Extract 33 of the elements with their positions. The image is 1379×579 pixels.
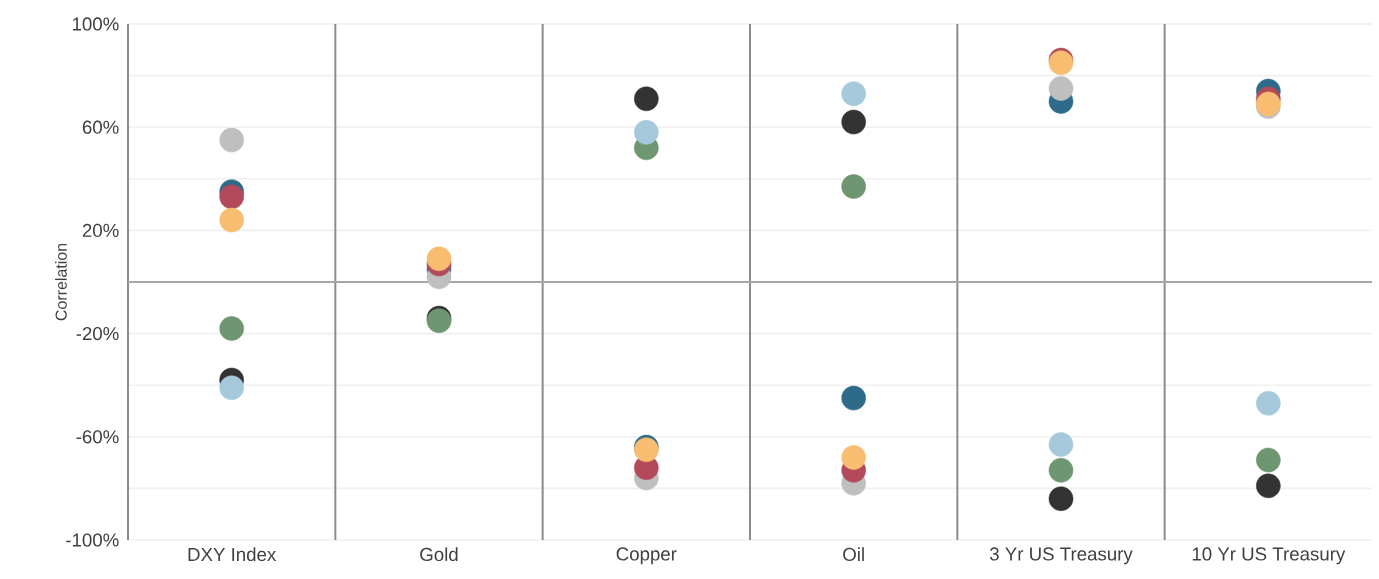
x-tick-label: DXY Index: [188, 547, 277, 562]
x-tick-label: 10 Yr US Treasury: [1192, 547, 1346, 565]
point: [841, 445, 866, 470]
point: [1048, 486, 1074, 511]
y-tick-label: -100%: [66, 533, 119, 547]
x-tick-label: Gold: [420, 547, 458, 562]
point: [219, 127, 244, 153]
y-tick-label: 100%: [72, 17, 119, 31]
point: [634, 86, 659, 112]
point: [1048, 76, 1074, 101]
point: [1256, 390, 1281, 416]
point: [219, 375, 244, 401]
point: [1048, 432, 1074, 457]
point: [1048, 458, 1074, 483]
point: [1256, 473, 1281, 499]
point: [841, 109, 866, 135]
y-axis-title: Correlation: [55, 243, 67, 321]
y-tick-label: -60%: [76, 430, 119, 444]
y-tick-label: -20%: [76, 326, 119, 341]
point: [219, 316, 244, 341]
y-tick-label: 60%: [82, 120, 119, 134]
point: [841, 81, 866, 106]
point: [841, 385, 866, 411]
point: [219, 207, 244, 233]
x-tick-label: Copper: [616, 547, 677, 565]
point: [1256, 447, 1281, 473]
x-tick-label: Oil: [843, 547, 864, 562]
x-tick-label: 3 Yr US Treasury: [989, 547, 1133, 565]
point: [634, 120, 659, 145]
point: [426, 246, 452, 272]
y-tick-label: 20%: [82, 223, 119, 238]
point: [841, 174, 866, 199]
point: [219, 184, 244, 210]
